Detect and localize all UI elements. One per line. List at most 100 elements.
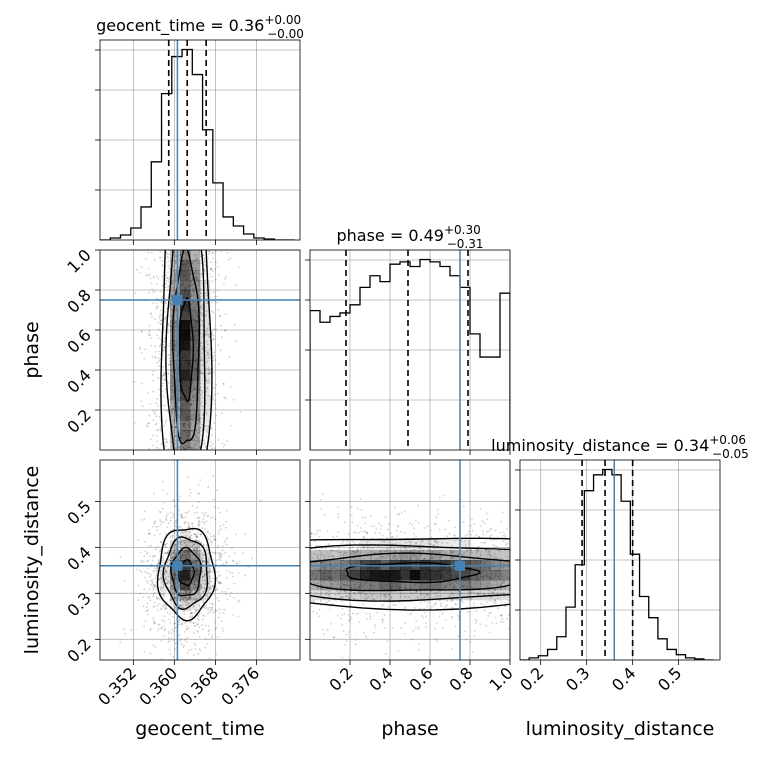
scatter-point <box>441 542 444 544</box>
scatter-point <box>168 612 171 615</box>
scatter-point <box>150 282 153 285</box>
scatter-point <box>476 556 479 559</box>
scatter-point <box>203 543 205 546</box>
scatter-point <box>187 598 190 601</box>
scatter-point <box>224 608 226 611</box>
scatter-point <box>198 586 201 588</box>
scatter-point <box>209 592 212 594</box>
scatter-point <box>206 387 209 390</box>
scatter-point <box>216 552 219 554</box>
scatter-point <box>140 351 143 354</box>
scatter-point <box>397 557 399 560</box>
scatter-point <box>222 523 225 526</box>
scatter-point <box>439 556 442 558</box>
density-block <box>380 580 391 591</box>
scatter-point <box>410 550 413 553</box>
scatter-point <box>209 395 212 398</box>
scatter-point <box>198 519 201 522</box>
scatter-point <box>438 496 441 499</box>
scatter-point <box>190 294 193 297</box>
scatter-point <box>391 535 394 538</box>
scatter-point <box>473 605 475 608</box>
contours <box>160 250 213 450</box>
scatter-point <box>172 591 175 593</box>
scatter-point <box>169 519 172 522</box>
scatter-point <box>170 554 173 556</box>
scatter-point <box>379 528 382 530</box>
scatter-point <box>162 480 164 483</box>
scatter-point <box>148 545 151 548</box>
scatter-point <box>232 398 235 401</box>
scatter-point <box>174 255 177 257</box>
scatter-point <box>178 509 180 512</box>
scatter-point <box>192 605 195 608</box>
scatter-point <box>325 602 328 604</box>
scatter-point <box>169 653 172 656</box>
scatter-point <box>149 532 152 535</box>
density-block <box>190 400 201 411</box>
scatter-point <box>333 549 336 552</box>
scatter-point <box>337 555 339 558</box>
scatter-point <box>196 615 199 618</box>
contour-level <box>178 559 195 587</box>
density-block <box>390 570 401 581</box>
density-block <box>370 580 381 591</box>
scatter-point <box>414 607 416 609</box>
scatter-point <box>190 447 193 450</box>
scatter-point <box>195 435 198 438</box>
scatter-point <box>325 566 328 569</box>
x-tick-label: 0.2 <box>325 663 356 694</box>
scatter-point <box>157 388 160 391</box>
scatter-point <box>225 561 228 564</box>
scatter-point <box>211 585 214 588</box>
scatter-point <box>152 434 154 437</box>
scatter-point <box>421 549 424 552</box>
density-block <box>170 270 181 281</box>
density-block <box>190 360 201 371</box>
scatter-point <box>339 590 342 593</box>
scatter-point <box>324 513 326 516</box>
scatter-point <box>207 608 210 611</box>
scatter-point <box>206 352 209 354</box>
scatter-point <box>149 575 151 578</box>
scatter-point <box>178 618 181 621</box>
scatter-point <box>179 591 181 594</box>
scatter-point <box>159 429 162 432</box>
scatter-point <box>374 531 377 534</box>
scatter-point <box>502 621 505 623</box>
scatter-point <box>157 559 160 562</box>
scatter-point <box>232 560 235 563</box>
scatter-point <box>500 563 502 565</box>
scatter-point <box>148 555 151 558</box>
scatter-point <box>323 566 326 569</box>
scatter-point <box>189 295 192 298</box>
scatter-point <box>177 623 180 626</box>
scatter-point <box>190 292 192 295</box>
scatter-point <box>158 550 161 553</box>
scatter-point <box>189 598 192 601</box>
scatter-point <box>162 605 165 608</box>
scatter-point <box>457 614 459 617</box>
scatter-point <box>319 498 322 501</box>
scatter-point <box>319 580 322 583</box>
scatter-point <box>486 554 489 557</box>
scatter-point <box>173 422 176 424</box>
density-block <box>310 570 321 581</box>
scatter-point <box>398 513 401 515</box>
scatter-point <box>189 488 192 491</box>
scatter-point <box>191 504 194 507</box>
scatter-point <box>164 388 167 391</box>
scatter-point <box>483 522 486 525</box>
scatter-point <box>192 586 195 589</box>
scatter-point <box>335 550 338 553</box>
scatter-point <box>160 626 163 629</box>
scatter-point <box>205 425 207 428</box>
scatter-point <box>220 336 223 339</box>
scatter-point <box>206 536 209 538</box>
scatter-point <box>178 604 181 607</box>
scatter-point <box>172 556 175 559</box>
scatter-point <box>361 516 364 519</box>
scatter-point <box>492 600 495 603</box>
density-block <box>200 570 211 581</box>
scatter-point <box>224 277 227 280</box>
